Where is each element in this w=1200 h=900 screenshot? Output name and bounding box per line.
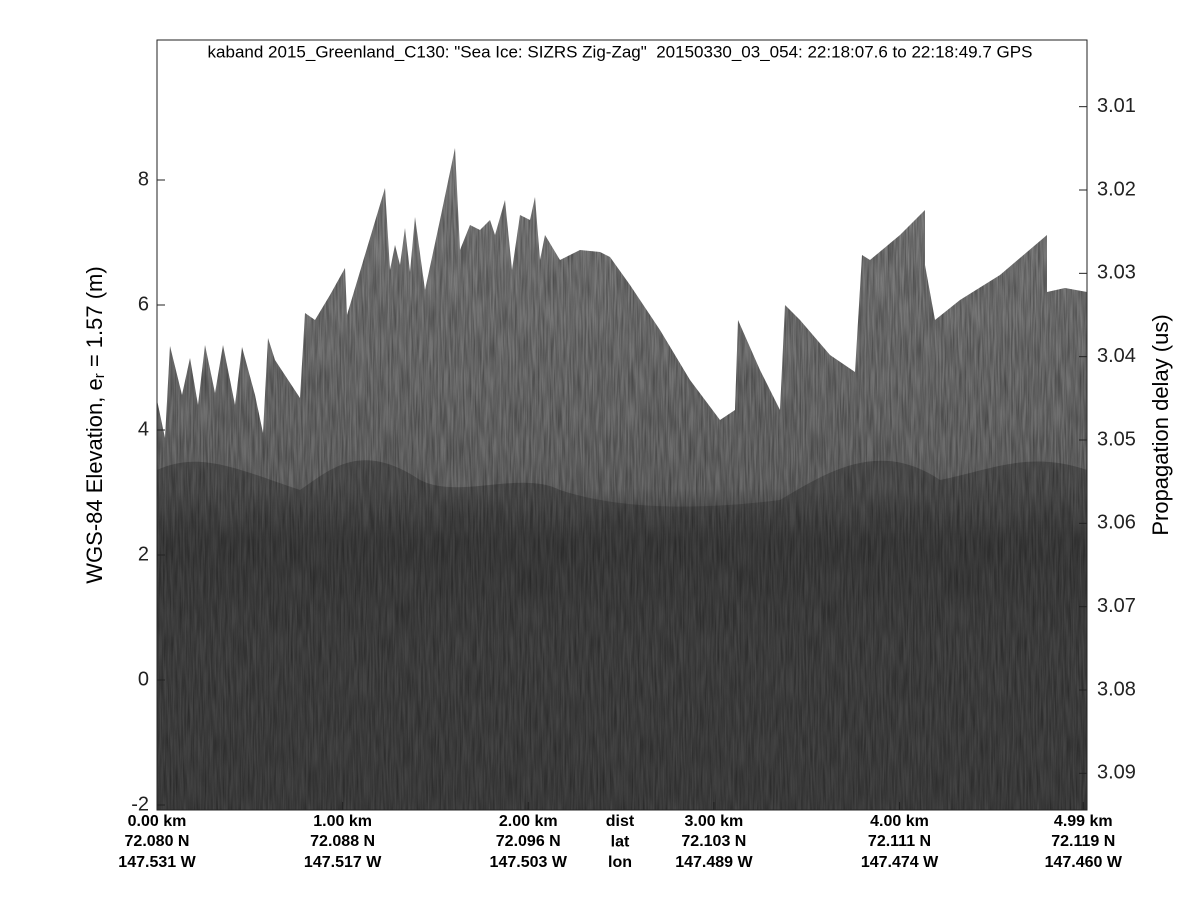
y2-tick-label: 3.03 xyxy=(1097,262,1136,284)
x-row-label: dist xyxy=(606,813,635,830)
y-tick-label: 8 xyxy=(138,168,149,190)
y2-axis-label: Propagation delay (us) xyxy=(1148,314,1173,535)
x-lat-label: 72.088 N xyxy=(310,833,375,850)
y-label-subscript: r xyxy=(91,373,108,378)
x-tick-label: 1.00 km xyxy=(313,813,372,830)
x-tick-label: 4.00 km xyxy=(870,813,929,830)
x-tick-label: 4.99 km xyxy=(1054,813,1113,830)
y2-tick-label: 3.08 xyxy=(1097,678,1136,700)
y-tick-label: 0 xyxy=(138,668,149,690)
x-tick-label: 0.00 km xyxy=(128,813,187,830)
y-tick-label: 6 xyxy=(138,293,149,315)
x-lon-label: 147.489 W xyxy=(675,854,753,871)
x-lat-label: 72.096 N xyxy=(496,833,561,850)
x-row-label: lat xyxy=(611,834,630,851)
y-tick-label: 4 xyxy=(138,418,149,440)
x-lon-label: 147.474 W xyxy=(861,854,939,871)
x-lat-label: 72.080 N xyxy=(125,833,190,850)
x-tick-label: 3.00 km xyxy=(685,813,744,830)
x-lat-label: 72.111 N xyxy=(868,833,931,850)
y-label-part: WGS-84 Elevation, e xyxy=(82,378,107,583)
y-tick-label: 2 xyxy=(138,543,149,565)
y2-tick-label: 3.01 xyxy=(1097,95,1136,117)
y-label-part: = 1.57 (m) xyxy=(82,266,107,373)
x-lon-label: 147.503 W xyxy=(490,854,568,871)
y2-tick-label: 3.04 xyxy=(1097,345,1136,367)
x-lon-label: 147.460 W xyxy=(1045,854,1123,871)
echogram xyxy=(157,148,1087,810)
x-lat-label: 72.103 N xyxy=(681,833,746,850)
x-lat-label: 72.119 N xyxy=(1051,833,1115,850)
y2-tick-label: 3.05 xyxy=(1097,428,1136,450)
x-lon-label: 147.531 W xyxy=(118,854,196,871)
x-lon-label: 147.517 W xyxy=(304,854,382,871)
y-axis-label: WGS-84 Elevation, er = 1.57 (m) xyxy=(82,266,109,583)
plot-frame xyxy=(156,39,1088,811)
x-row-label: lon xyxy=(608,854,632,871)
y2-tick-label: 3.07 xyxy=(1097,595,1136,617)
y-tick-label: -2 xyxy=(131,793,149,815)
y2-tick-label: 3.02 xyxy=(1097,178,1136,200)
y2-tick-label: 3.09 xyxy=(1097,762,1136,784)
y2-tick-label: 3.06 xyxy=(1097,512,1136,534)
chart-title: kaband 2015_Greenland_C130: "Sea Ice: SI… xyxy=(208,42,1033,61)
x-tick-label: 2.00 km xyxy=(499,813,558,830)
